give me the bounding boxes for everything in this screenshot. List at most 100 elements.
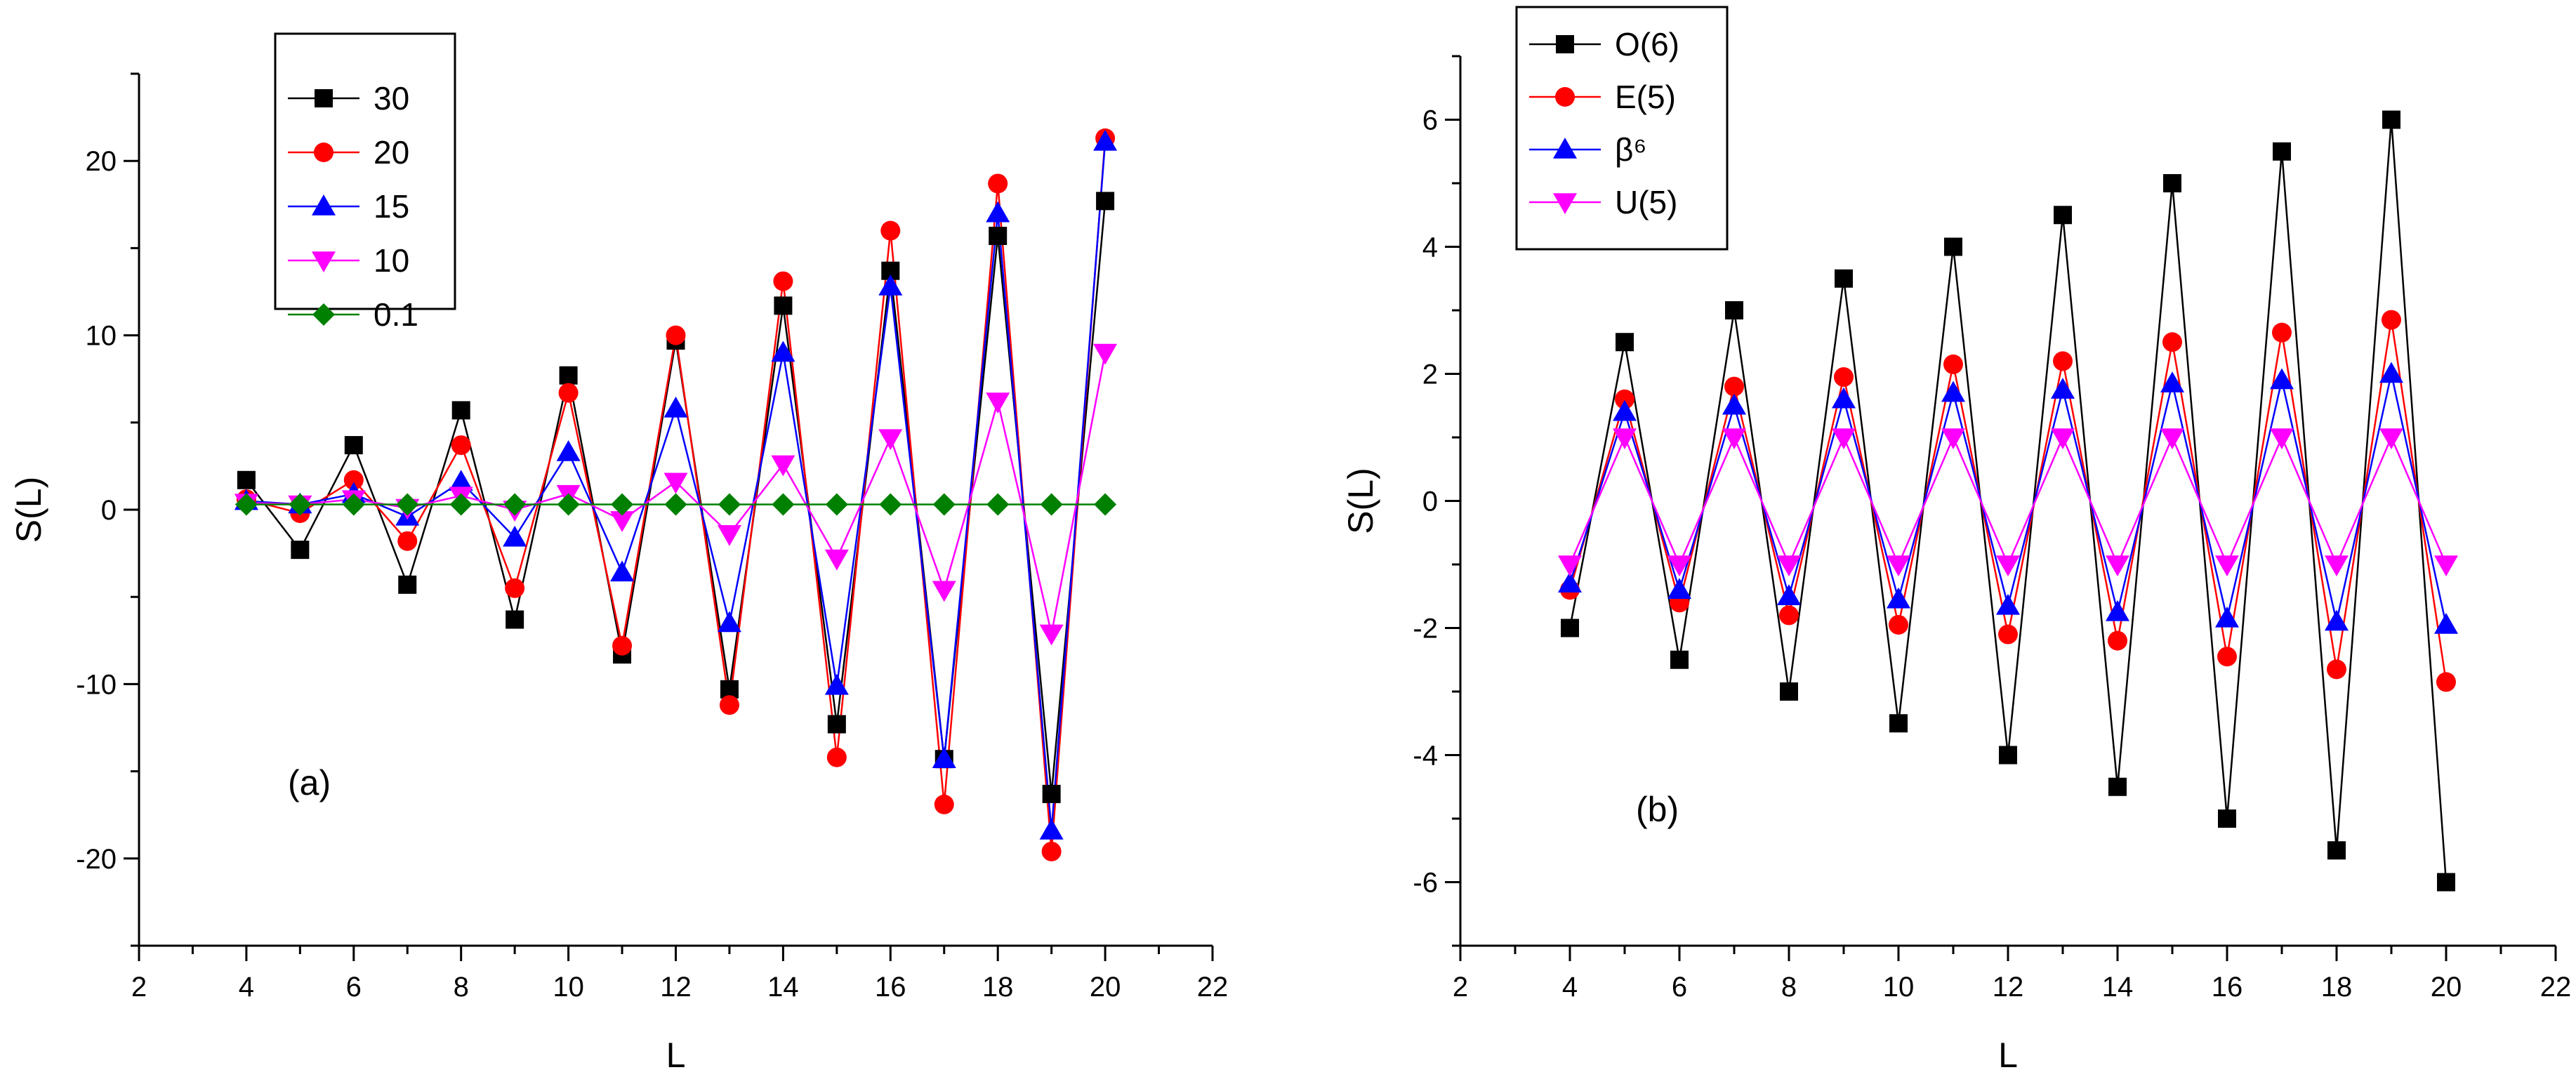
data-point [610, 560, 635, 582]
x-tick-label: 8 [454, 972, 469, 1003]
data-point [2215, 606, 2239, 628]
data-point [558, 383, 579, 403]
data-point [2272, 322, 2292, 343]
data-point [503, 493, 527, 516]
data-point [2270, 428, 2294, 449]
data-point [2108, 777, 2127, 796]
x-tick-label: 12 [1993, 972, 2024, 1003]
legend-label: 15 [374, 188, 409, 225]
y-tick-label: -4 [1413, 741, 1438, 772]
data-point [717, 525, 741, 546]
legend-label: E(5) [1615, 79, 1676, 115]
data-point [1996, 593, 2020, 615]
x-tick-label: 10 [1883, 972, 1915, 1003]
x-tick-label: 12 [660, 972, 692, 1003]
data-point [663, 472, 688, 494]
data-point [773, 271, 793, 291]
data-point [1039, 624, 1064, 646]
data-point [2108, 630, 2127, 651]
data-point [718, 493, 741, 516]
data-point [451, 435, 471, 456]
data-point [342, 493, 365, 516]
legend-marker [315, 89, 333, 107]
x-tick-label: 4 [239, 972, 254, 1003]
data-point [2163, 174, 2181, 192]
data-point [1999, 746, 2017, 765]
chart-panel-2: 2 4 6 8 10 12 14 16 18 20 22 -6 -4 -2 0 2 4 6 L S(L) (b) O(6)… [1341, 6, 2571, 1075]
data-point [1558, 555, 1582, 576]
data-point [1724, 376, 1744, 397]
x-tick-label: 18 [982, 972, 1014, 1003]
data-point [610, 511, 635, 532]
data-point [664, 493, 687, 516]
data-point [2434, 555, 2458, 576]
data-point [878, 429, 903, 451]
data-point [2106, 555, 2129, 576]
y-tick-label: -10 [76, 669, 117, 700]
data-point [1779, 605, 1799, 626]
data-point [2325, 555, 2349, 576]
data-point [878, 275, 903, 296]
data-point [1667, 555, 1691, 576]
y-axis-label: S(L) [9, 477, 48, 543]
data-point [2051, 428, 2075, 449]
data-point [663, 396, 688, 418]
data-point [879, 493, 902, 516]
data-point [1944, 237, 1962, 256]
data-point [1780, 682, 1798, 701]
data-point [2382, 310, 2401, 330]
legend-label: 10 [374, 242, 409, 279]
data-point [824, 673, 849, 695]
legend-marker [1555, 87, 1575, 107]
legend-label: O(6) [1615, 26, 1679, 62]
y-tick-label: 0 [1422, 487, 1438, 517]
x-tick-label: 20 [2431, 972, 2462, 1003]
data-point [1722, 393, 1746, 415]
data-point [2160, 428, 2184, 449]
x-tick-label: 8 [1781, 972, 1797, 1003]
x-tick-label: 4 [1562, 972, 1578, 1003]
data-point [2327, 841, 2346, 860]
legend-label: β⁶ [1615, 131, 1646, 168]
legend-marker [312, 303, 335, 326]
data-point [2217, 647, 2237, 667]
data-point [986, 201, 1010, 223]
data-point [986, 392, 1010, 414]
x-tick-label: 2 [131, 972, 147, 1003]
y-tick-label: 2 [1422, 359, 1438, 390]
data-point [2106, 600, 2129, 621]
data-point [2379, 362, 2403, 383]
data-point [398, 575, 417, 594]
data-point [988, 173, 1008, 194]
data-point [1998, 624, 2018, 645]
data-point [1887, 587, 1910, 609]
legend-label: 0.1 [374, 296, 418, 333]
data-point [2162, 332, 2182, 352]
data-point [1832, 387, 1856, 409]
y-tick-label: 6 [1422, 105, 1438, 136]
data-point [2273, 142, 2291, 161]
data-point [2215, 555, 2239, 576]
y-tick-label: -20 [76, 844, 117, 875]
data-point [291, 541, 310, 560]
data-point [612, 635, 633, 656]
data-point [1834, 367, 1854, 388]
data-point [2054, 206, 2072, 225]
y-tick-label: 0 [101, 495, 117, 526]
legend-marker [1553, 193, 1577, 214]
data-point [666, 325, 686, 345]
data-point [559, 366, 578, 385]
data-point [2434, 612, 2458, 634]
data-point [2218, 809, 2236, 828]
data-point [1561, 619, 1579, 637]
data-point [1943, 354, 1963, 374]
x-tick-label: 16 [875, 972, 906, 1003]
data-point [505, 578, 525, 598]
data-point [235, 493, 258, 516]
data-point [1040, 493, 1063, 516]
data-point [2327, 659, 2346, 680]
data-point [1096, 192, 1115, 211]
data-point [1093, 129, 1118, 151]
